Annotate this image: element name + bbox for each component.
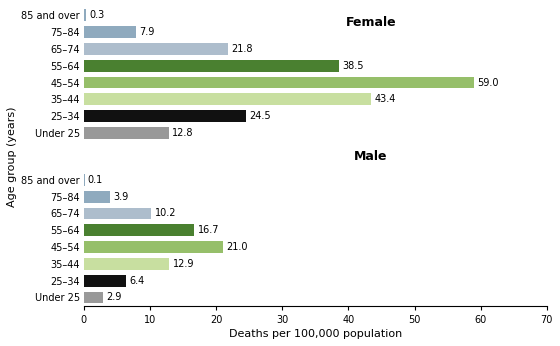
Bar xyxy=(84,26,136,38)
Text: Male: Male xyxy=(354,150,388,163)
Text: 12.8: 12.8 xyxy=(172,128,193,138)
Bar xyxy=(84,258,169,270)
Text: 16.7: 16.7 xyxy=(198,225,219,235)
Bar xyxy=(84,174,85,186)
Text: 21.0: 21.0 xyxy=(226,242,248,252)
Bar xyxy=(84,110,246,122)
Bar xyxy=(84,191,110,203)
Bar xyxy=(84,93,371,105)
Bar xyxy=(84,76,474,88)
Bar xyxy=(84,43,228,55)
Text: 0.1: 0.1 xyxy=(88,175,103,185)
Text: 59.0: 59.0 xyxy=(478,78,499,88)
Bar xyxy=(84,9,86,21)
Bar xyxy=(84,225,194,236)
X-axis label: Deaths per 100,000 population: Deaths per 100,000 population xyxy=(229,329,402,339)
Text: 21.8: 21.8 xyxy=(231,44,253,54)
Text: 7.9: 7.9 xyxy=(139,27,155,37)
Text: 24.5: 24.5 xyxy=(249,111,271,121)
Text: 2.9: 2.9 xyxy=(106,292,122,302)
Bar xyxy=(84,275,126,286)
Text: 12.9: 12.9 xyxy=(172,259,194,269)
Bar xyxy=(84,241,223,253)
Bar xyxy=(84,60,339,72)
Text: 43.4: 43.4 xyxy=(374,94,395,104)
Text: 0.3: 0.3 xyxy=(89,10,105,20)
Y-axis label: Age group (years): Age group (years) xyxy=(7,106,17,207)
Text: 3.9: 3.9 xyxy=(113,192,128,202)
Bar xyxy=(84,208,151,219)
Bar xyxy=(84,292,103,303)
Bar xyxy=(84,127,169,139)
Text: 6.4: 6.4 xyxy=(129,276,145,286)
Text: Female: Female xyxy=(346,16,396,29)
Text: 38.5: 38.5 xyxy=(342,61,363,71)
Text: 10.2: 10.2 xyxy=(155,209,176,219)
